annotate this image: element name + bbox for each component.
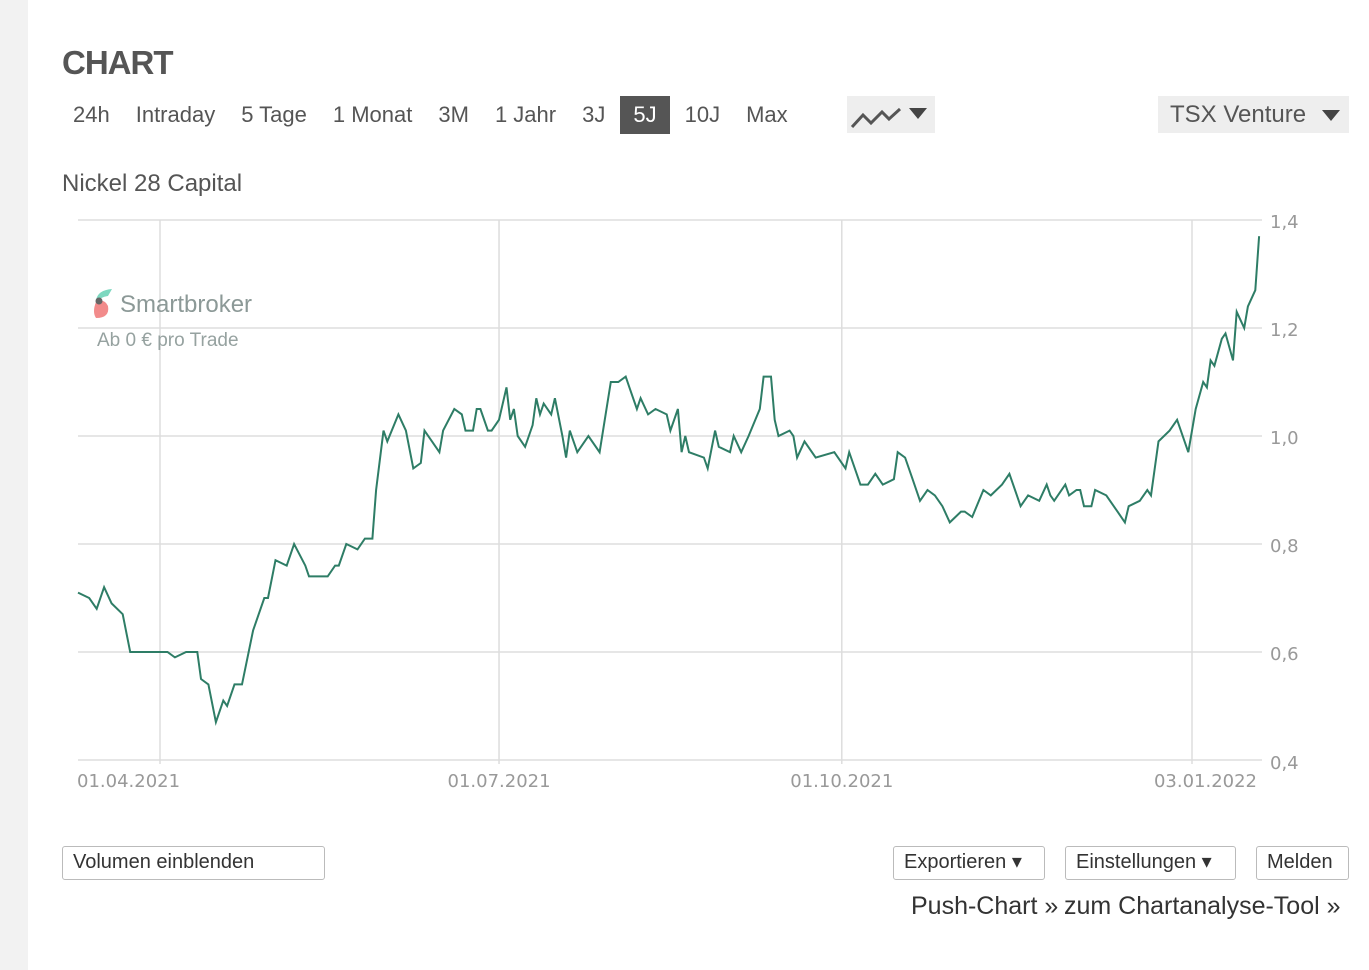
range-tabs: 24h Intraday 5 Tage 1 Monat 3M 1 Jahr 3J… (62, 96, 803, 134)
page-title: CHART (62, 44, 173, 81)
watermark-tagline: Ab 0 € pro Trade (97, 330, 239, 351)
instrument-name: Nickel 28 Capital (62, 170, 243, 197)
caret-down-icon (1322, 110, 1340, 121)
left-gutter (0, 0, 28, 970)
price-line (77, 236, 1261, 727)
x-tick-label: 03.01.2022 (1154, 771, 1257, 792)
tab-5-tage[interactable]: 5 Tage (241, 102, 307, 127)
tab-24h[interactable]: 24h (73, 102, 110, 127)
tab-3m[interactable]: 3M (438, 102, 469, 127)
y-tick-label: 0,4 (1270, 753, 1299, 774)
caret-down-icon (909, 108, 927, 119)
tab-intraday[interactable]: Intraday (135, 102, 216, 127)
tab-5j[interactable]: 5J (620, 96, 670, 134)
y-tick-label: 0,8 (1270, 536, 1299, 557)
export-button[interactable]: Exportieren ▾ (893, 846, 1045, 880)
watermark-brand: Smartbroker (120, 291, 253, 318)
tab-1-monat[interactable]: 1 Monat (332, 102, 413, 127)
y-tick-label: 1,4 (1270, 212, 1299, 233)
line-chart-icon (850, 107, 902, 129)
y-tick-label: 1,2 (1270, 320, 1299, 341)
tab-max[interactable]: Max (746, 102, 788, 127)
x-tick-label: 01.04.2021 (77, 771, 180, 792)
tab-3j[interactable]: 3J (582, 102, 606, 127)
watermark-logo (94, 289, 112, 318)
tab-10j[interactable]: 10J (684, 102, 721, 127)
exchange-select-value: TSX Venture (1170, 101, 1307, 128)
chart-analysis-tool-link[interactable]: zum Chartanalyse-Tool » (1064, 892, 1341, 920)
y-tick-label: 0,6 (1270, 644, 1299, 665)
tab-1-jahr[interactable]: 1 Jahr (494, 102, 557, 127)
y-tick-label: 1,0 (1270, 428, 1299, 449)
push-chart-link[interactable]: Push-Chart » (911, 892, 1059, 920)
x-tick-label: 01.10.2021 (790, 771, 893, 792)
chart-type-dropdown[interactable] (847, 96, 935, 133)
settings-button[interactable]: Einstellungen ▾ (1065, 846, 1236, 880)
x-tick-label: 01.07.2021 (448, 771, 551, 792)
report-button[interactable]: Melden (1256, 846, 1349, 880)
show-volume-button[interactable]: Volumen einblenden (62, 846, 325, 880)
exchange-select[interactable]: TSX Venture (1158, 96, 1349, 133)
